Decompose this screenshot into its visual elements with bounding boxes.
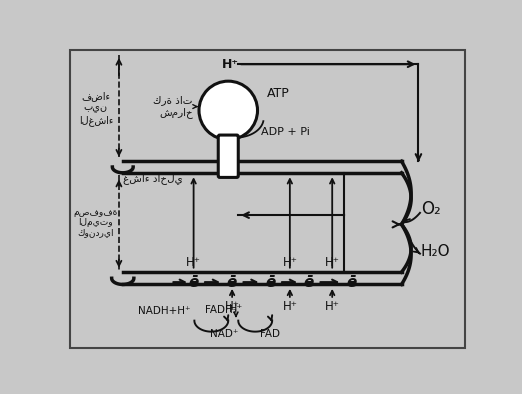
Text: غشاء داخلي: غشاء داخلي	[123, 173, 183, 184]
Text: ē: ē	[227, 275, 238, 290]
Text: كرة ذات
شمراخ: كرة ذات شمراخ	[153, 95, 193, 118]
Text: NADH+H⁺: NADH+H⁺	[138, 307, 191, 316]
Text: FADH₂: FADH₂	[205, 305, 236, 315]
Text: H⁺: H⁺	[325, 256, 340, 269]
Text: H₂O: H₂O	[421, 244, 450, 259]
Text: H⁺: H⁺	[186, 256, 201, 269]
Text: ATP: ATP	[267, 87, 290, 100]
Text: ADP + Pi: ADP + Pi	[260, 127, 310, 137]
Text: NAD⁺: NAD⁺	[210, 329, 239, 340]
FancyBboxPatch shape	[218, 135, 238, 177]
Text: H⁺: H⁺	[282, 256, 298, 269]
Text: ē: ē	[188, 275, 199, 290]
Text: H⁺: H⁺	[229, 304, 243, 314]
Text: ē: ē	[304, 275, 314, 290]
Text: ē: ē	[265, 275, 276, 290]
Text: H⁺: H⁺	[282, 299, 298, 312]
Text: ē: ē	[346, 275, 357, 290]
Text: H⁺: H⁺	[325, 299, 340, 312]
Circle shape	[199, 81, 257, 140]
Text: H⁺: H⁺	[222, 58, 239, 71]
Text: FAD: FAD	[260, 329, 280, 340]
Text: O₂: O₂	[421, 200, 441, 218]
Text: H⁺: H⁺	[224, 299, 240, 312]
Text: فضاء
بين
الغشاء: فضاء بين الغشاء	[79, 91, 113, 126]
Text: مصفوفة
الميتو
كوندريا: مصفوفة الميتو كوندريا	[74, 208, 118, 237]
